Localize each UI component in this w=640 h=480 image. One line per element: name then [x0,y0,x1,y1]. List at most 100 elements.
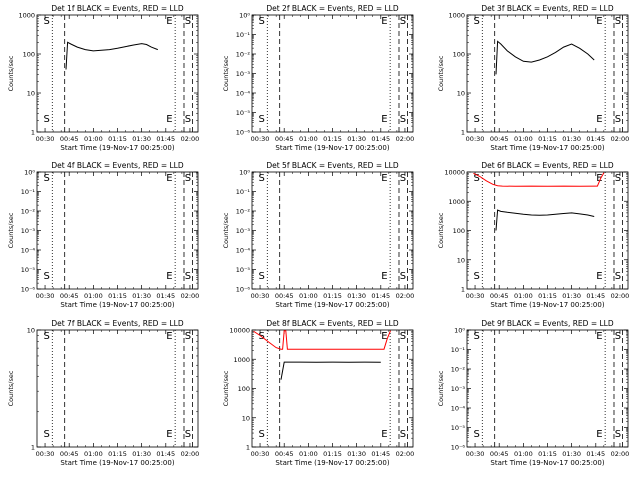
x-tick-label: 02:00 [396,135,415,143]
y-tick-label: 100 [453,51,465,59]
y-tick-label: 10⁰ [239,12,250,20]
y-tick-label: 10 [457,90,465,98]
interval-marker-top: S [258,173,264,184]
x-axis-label: Start Time (19-Nov-17 00:25:00) [275,301,389,309]
plot-frame [251,171,414,290]
y-tick-label: 10 [457,256,465,264]
y-tick-label: 1 [31,129,35,137]
y-tick-label: 10⁻⁵ [451,424,466,432]
x-tick-label: 00:30 [466,292,485,300]
x-tick-label: 01:30 [347,450,366,458]
interval-marker-s: S [43,114,49,125]
x-tick-label: 02:00 [181,135,200,143]
x-tick-label: 00:30 [36,292,55,300]
chart-title: Det 3f BLACK = Events, RED = LLD [481,4,614,13]
interval-marker-e: E [166,114,172,125]
x-tick-label: 01:30 [132,450,151,458]
x-tick-label: 00:30 [466,135,485,143]
interval-marker-top: S [43,16,49,27]
x-tick-label: 01:45 [371,450,390,458]
interval-marker-s: S [615,429,621,440]
x-axis-label: Start Time (19-Nov-17 00:25:00) [60,301,174,309]
plot-frame [36,14,199,133]
interval-marker-s: S [473,114,479,125]
x-tick-label: 01:30 [562,292,581,300]
interval-marker-e: E [166,429,172,440]
interval-marker-e: E [381,429,387,440]
x-tick-label: 01:15 [323,450,342,458]
plot-frame [251,14,414,133]
x-tick-label: 01:00 [514,292,533,300]
y-tick-label: 10 [27,327,35,335]
x-tick-label: 01:00 [299,450,318,458]
x-tick-label: 02:00 [396,292,415,300]
y-axis-label: Counts/sec [7,370,15,406]
x-tick-label: 00:30 [251,450,270,458]
plot-frame [466,171,629,290]
x-tick-label: 02:00 [611,292,630,300]
chart-title: Det 6f BLACK = Events, RED = LLD [481,161,614,170]
interval-marker-top: E [166,173,172,184]
interval-marker-s: S [473,429,479,440]
interval-marker-s: S [258,429,264,440]
x-axis-label: Start Time (19-Nov-17 00:25:00) [60,459,174,467]
x-tick-label: 01:15 [108,292,127,300]
y-tick-label: 10⁻⁵ [236,266,251,274]
events-series-line [65,41,158,70]
y-axis-label: Counts/sec [437,370,445,406]
interval-marker-s: S [473,271,479,282]
y-tick-label: 10⁻³ [236,70,251,78]
y-tick-label: 10⁻¹ [451,346,466,354]
y-axis-label: Counts/sec [7,212,15,248]
interval-marker-s: S [185,114,191,125]
x-tick-label: 00:45 [60,450,79,458]
x-tick-label: 01:45 [586,135,605,143]
plot-frame [36,329,199,448]
y-tick-label: 10⁻² [236,51,251,59]
chart-title: Det 7f BLACK = Events, RED = LLD [51,319,184,328]
x-tick-label: 01:15 [538,292,557,300]
interval-marker-top: S [473,331,479,342]
interval-marker-s: S [400,271,406,282]
interval-marker-top: E [596,331,602,342]
interval-marker-e: E [381,271,387,282]
x-tick-label: 00:30 [36,450,55,458]
interval-marker-e: E [596,114,602,125]
interval-marker-top: E [596,16,602,27]
y-tick-label: 10⁻³ [236,227,251,235]
x-tick-label: 00:45 [60,135,79,143]
x-tick-label: 01:15 [538,450,557,458]
y-tick-label: 10000 [444,169,465,177]
x-tick-label: 02:00 [611,450,630,458]
x-tick-label: 01:00 [514,450,533,458]
interval-marker-s: S [400,114,406,125]
interval-marker-s: S [615,114,621,125]
y-tick-label: 10⁻⁶ [236,286,251,294]
x-tick-label: 01:30 [347,292,366,300]
x-tick-label: 01:15 [323,292,342,300]
x-tick-label: 00:45 [60,292,79,300]
x-tick-label: 01:00 [84,450,103,458]
x-tick-label: 01:45 [371,292,390,300]
x-axis-label: Start Time (19-Nov-17 00:25:00) [60,144,174,152]
x-tick-label: 01:45 [586,450,605,458]
y-tick-label: 1 [246,444,250,452]
x-tick-label: 00:30 [466,450,485,458]
y-axis-label: Counts/sec [222,55,230,91]
interval-marker-s: S [185,271,191,282]
interval-marker-top: S [258,16,264,27]
x-axis-label: Start Time (19-Nov-17 00:25:00) [490,301,604,309]
x-tick-label: 01:00 [299,292,318,300]
interval-marker-top: S [43,331,49,342]
y-tick-label: 10⁻⁴ [451,405,466,413]
y-axis-label: Counts/sec [437,55,445,91]
chart-panel-8: Det 8f BLACK = Events, RED = LLD 1 10 100 10… [222,319,414,467]
x-tick-label: 02:00 [396,450,415,458]
x-tick-label: 01:30 [132,292,151,300]
interval-marker-top: S [43,173,49,184]
x-tick-label: 00:30 [251,135,270,143]
plot-frame [36,171,199,290]
x-tick-label: 01:45 [156,135,175,143]
chart-title: Det 9f BLACK = Events, RED = LLD [481,319,614,328]
